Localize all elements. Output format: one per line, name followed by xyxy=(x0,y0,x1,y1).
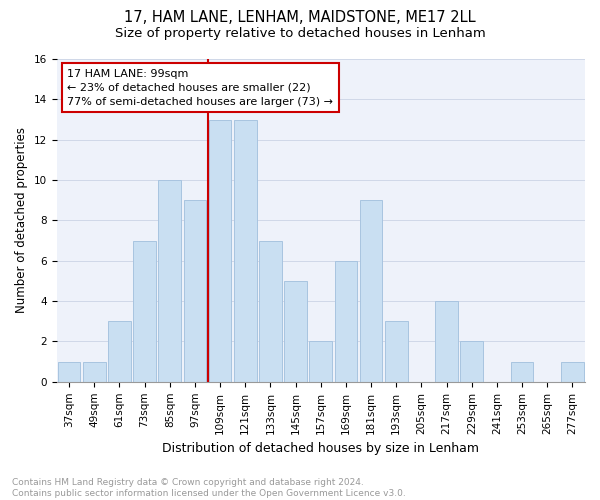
Bar xyxy=(284,281,307,382)
Bar xyxy=(310,342,332,382)
Bar xyxy=(460,342,483,382)
X-axis label: Distribution of detached houses by size in Lenham: Distribution of detached houses by size … xyxy=(162,442,479,455)
Text: Contains HM Land Registry data © Crown copyright and database right 2024.
Contai: Contains HM Land Registry data © Crown c… xyxy=(12,478,406,498)
Bar xyxy=(83,362,106,382)
Bar xyxy=(209,120,232,382)
Bar xyxy=(435,301,458,382)
Bar xyxy=(385,322,407,382)
Text: 17, HAM LANE, LENHAM, MAIDSTONE, ME17 2LL: 17, HAM LANE, LENHAM, MAIDSTONE, ME17 2L… xyxy=(124,10,476,25)
Bar xyxy=(108,322,131,382)
Text: 17 HAM LANE: 99sqm
← 23% of detached houses are smaller (22)
77% of semi-detache: 17 HAM LANE: 99sqm ← 23% of detached hou… xyxy=(67,68,333,106)
Bar xyxy=(360,200,382,382)
Text: Size of property relative to detached houses in Lenham: Size of property relative to detached ho… xyxy=(115,28,485,40)
Bar xyxy=(234,120,257,382)
Bar xyxy=(335,261,357,382)
Bar xyxy=(184,200,206,382)
Bar xyxy=(133,240,156,382)
Bar xyxy=(511,362,533,382)
Bar xyxy=(158,180,181,382)
Bar xyxy=(561,362,584,382)
Bar xyxy=(259,240,282,382)
Bar xyxy=(58,362,80,382)
Y-axis label: Number of detached properties: Number of detached properties xyxy=(15,128,28,314)
